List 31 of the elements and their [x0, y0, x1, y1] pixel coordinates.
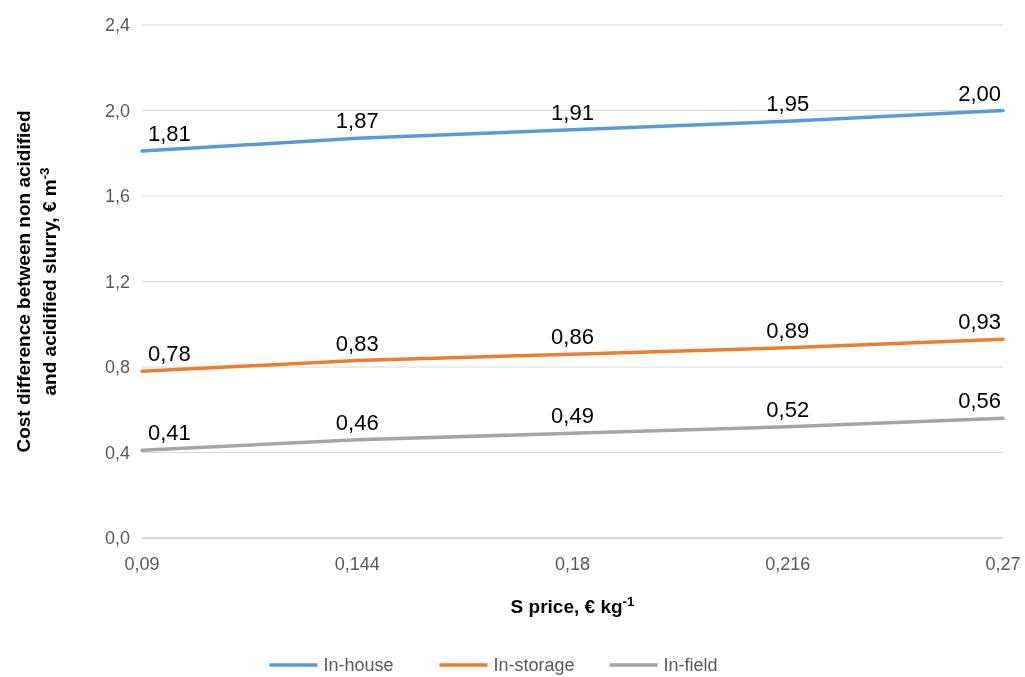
data-label: 2,00 [958, 80, 1001, 106]
x-tick-label: 0,18 [554, 554, 591, 574]
data-label: 0,93 [958, 309, 1001, 335]
data-label: 1,95 [766, 91, 810, 117]
data-label: 0,78 [148, 341, 191, 367]
y-tick-label: 1,6 [104, 186, 130, 207]
data-label: 1,81 [148, 121, 191, 147]
x-axis-title: S price, € kg$^{-1}$ [510, 593, 635, 617]
data-label: 1,91 [551, 99, 594, 125]
x-tick-label: 0,09 [124, 554, 160, 574]
x-tick-label: 0,144 [334, 554, 380, 574]
legend-label: In-storage [493, 655, 575, 676]
data-label: 0,52 [766, 396, 810, 422]
y-tick-label: 2,4 [104, 15, 130, 36]
data-label: 0,86 [551, 324, 594, 350]
data-label: 0,56 [958, 388, 1001, 414]
y-tick-label: 0,0 [104, 528, 130, 549]
y-tick-label: 0,8 [104, 357, 130, 378]
y-tick-label: 0,4 [104, 442, 130, 463]
y-tick-label: 2,0 [104, 100, 130, 121]
data-label: 0,49 [551, 403, 594, 429]
data-label: 0,89 [766, 317, 810, 343]
data-label: 0,46 [335, 409, 379, 435]
data-label: 0,41 [148, 420, 191, 446]
legend-label: In-field [663, 655, 718, 676]
x-tick-label: 0,27 [985, 554, 1021, 574]
y-tick-label: 1,2 [104, 271, 130, 292]
data-label: 1,87 [335, 108, 379, 134]
data-label: 0,83 [335, 330, 379, 356]
legend-label: In-house [323, 655, 394, 676]
x-tick-label: 0,216 [765, 554, 811, 574]
